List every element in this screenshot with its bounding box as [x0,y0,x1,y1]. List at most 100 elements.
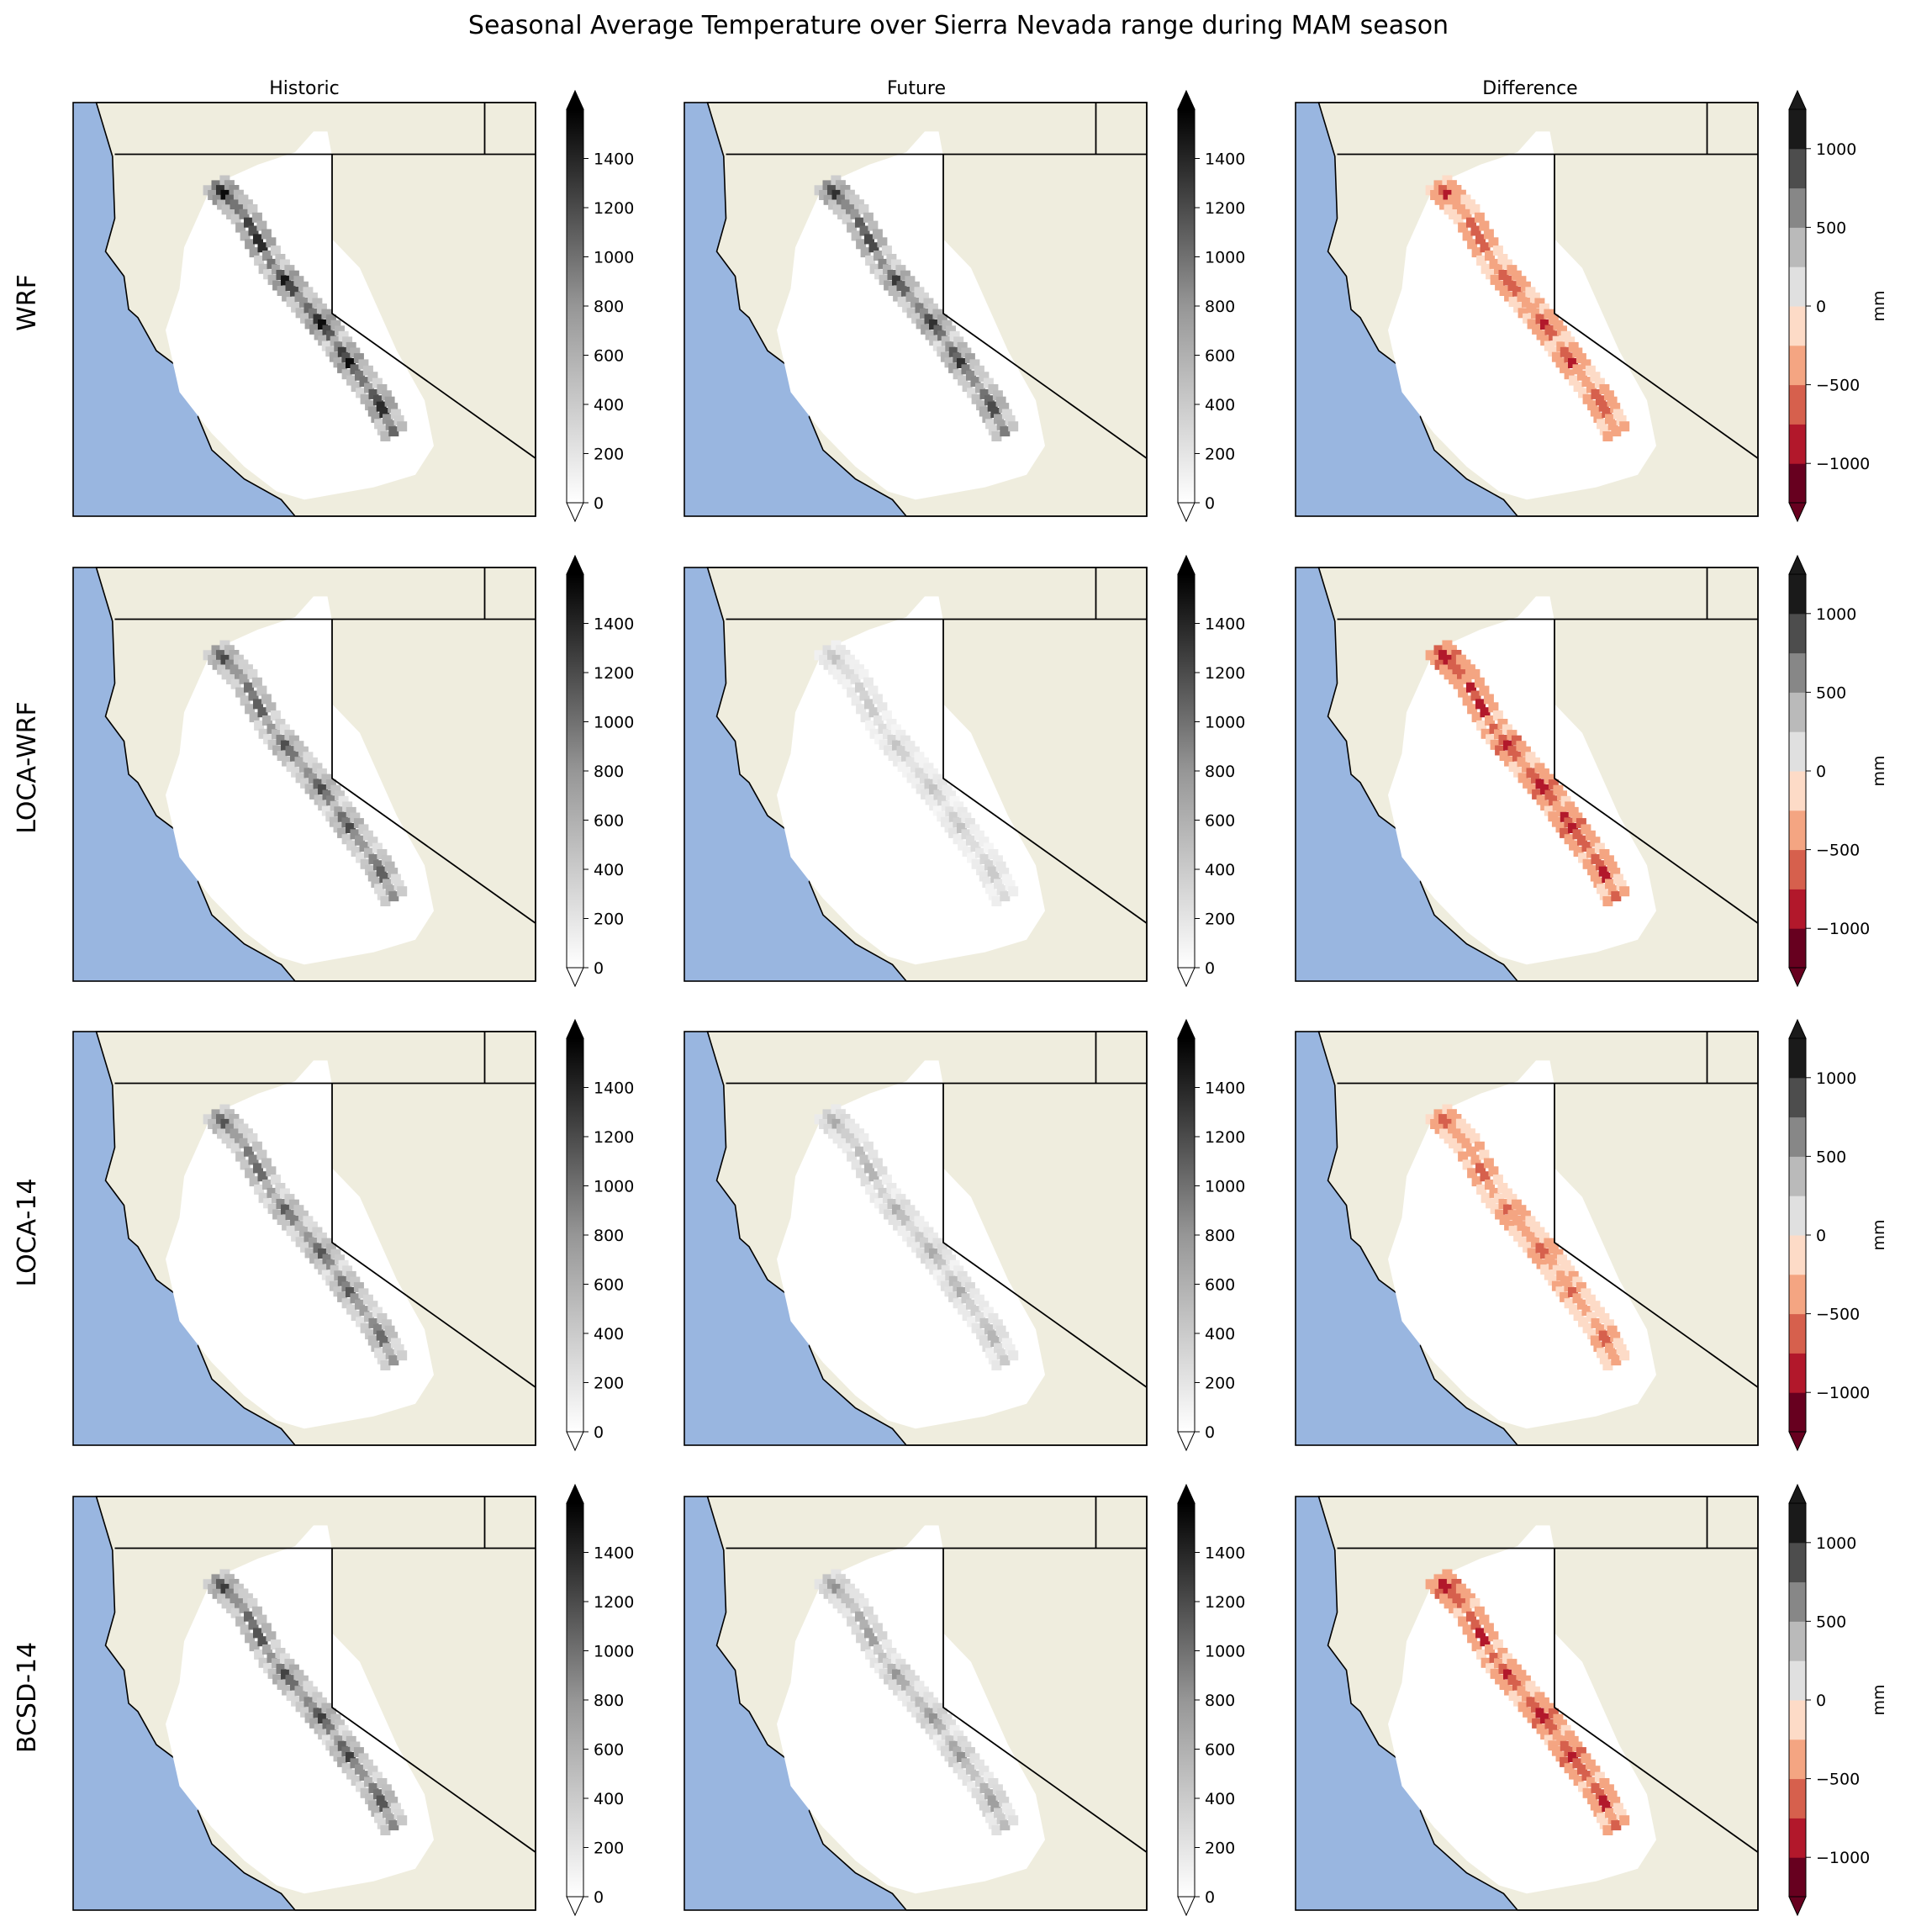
colorbar-tick-label: 800 [594,763,624,781]
colorbar-tick-label: 0 [594,1423,604,1442]
colorbar-wrf-future: 0 200 400 600 800 1000 1200 1400 [1177,89,1245,523]
grid-cell [1619,1350,1630,1361]
axes-frame [1295,1031,1759,1446]
signal-cells [814,175,1019,441]
colorbar-tick-label: 0 [1816,763,1826,781]
grid-cell [877,237,888,248]
colorbar-level [1789,692,1806,732]
grid-cell [868,1636,879,1647]
map-panel-wrf-future: 0 200 400 600 800 1000 1200 1400 [684,89,1245,523]
grid-cell [270,1639,281,1650]
colorbar-tick-label: 0 [1816,1692,1826,1710]
grid-cell [868,1149,879,1160]
grid-cell [1602,431,1613,441]
grid-cell [239,1602,250,1613]
state-border [1554,619,1759,924]
grid-cell [1476,1184,1487,1195]
colorbar-level [1789,463,1806,504]
colorbar-extend-min [1177,502,1196,523]
grid-cell [991,1825,1002,1835]
grid-cell [1466,217,1476,228]
colorbar-tick-label: −500 [1816,842,1860,860]
grid-cell [842,1143,852,1153]
grid-cell [868,242,879,253]
grid-cell [257,1171,268,1182]
grid-cell [851,1624,862,1635]
colorbar-tick-label: 200 [594,446,624,464]
grid-cell [1479,685,1490,696]
colorbar-level [1789,1660,1806,1701]
colorbar-level [1789,1857,1806,1898]
grid-cell [1492,245,1503,256]
grid-cell [1485,1644,1495,1655]
axes-frame [72,567,536,982]
grid-cell [1470,1619,1481,1630]
grid-cell [847,222,858,233]
signal-cells [203,640,408,906]
grid-cell [380,1825,391,1835]
column-title-historic: Historic [269,78,339,99]
colorbar-gradient [1178,1503,1195,1897]
colorbar-tick-label: 0 [1205,1423,1215,1442]
grid-cell [1461,1602,1472,1613]
signal-cells [203,1104,408,1370]
colorbar-extend-max [1788,89,1807,110]
colorbar-extend-min [566,502,584,523]
grid-cell [253,234,263,245]
grid-cell [1480,707,1491,718]
grid-cell [253,1163,263,1174]
colorbar-tick-label: 600 [594,812,624,831]
colorbar-wrf-historic: 0 200 400 600 800 1000 1200 1400 [566,89,634,523]
axes-frame [684,1031,1148,1446]
grid-cell [262,251,272,261]
axes-frame [1295,102,1759,517]
signal-cells [203,175,408,441]
grid-cell [230,1143,241,1153]
colorbar-level [1789,652,1806,693]
grid-cell [1462,695,1473,706]
colorbar-level [1789,889,1806,929]
colorbar-tick-label: 500 [1816,1613,1846,1631]
colorbar-level [1789,306,1806,346]
colorbar-tick-label: 400 [594,1790,624,1808]
signal-cells [814,640,1019,906]
grid-cell [304,1713,315,1723]
grid-cell [1619,1815,1630,1826]
grid-cell [1602,1825,1613,1835]
grid-cell [397,421,408,432]
grid-cell [850,673,861,684]
grid-cell [235,222,246,233]
state-border [331,154,536,459]
grid-cell [1532,1718,1543,1729]
figure-title: Seasonal Average Temperature over Sierra… [468,11,1449,40]
grid-cell [1483,229,1494,240]
grid-cell [842,214,852,224]
grid-cell [851,1159,862,1170]
map-panel-bcsd-14-future: 0 200 400 600 800 1000 1200 1400 [684,1483,1245,1917]
colorbar-tick-label: 1200 [1205,1128,1245,1147]
column-title-difference: Difference [1482,78,1577,99]
grid-cell [1462,230,1473,241]
grid-cell [270,710,281,721]
grid-cell [1476,720,1487,731]
grid-cell [856,704,867,715]
colorbar-tick-label: 600 [1205,1276,1235,1295]
colorbar-extend-min [1788,1431,1807,1452]
grid-cell [858,1132,869,1143]
grid-cell [249,1641,260,1652]
grid-cell [1475,234,1486,245]
colorbar-tick-label: 200 [594,911,624,929]
colorbar-level [1789,731,1806,772]
grid-cell [262,1644,272,1655]
grid-cell [863,1141,874,1152]
grid-cell [251,1141,262,1152]
colorbar-tick-label: 800 [594,1692,624,1710]
grid-cell [397,886,408,897]
grid-cell [1611,426,1622,437]
colorbar-extend-max [1177,554,1196,575]
map-panel-bcsd-14-historic: 0 200 400 600 800 1000 1200 1400 [72,1483,634,1917]
grid-cell [266,237,277,248]
colorbar-extend-min [566,967,584,988]
grid-cell [254,255,265,266]
colorbar-tick-label: 800 [1205,1692,1235,1710]
